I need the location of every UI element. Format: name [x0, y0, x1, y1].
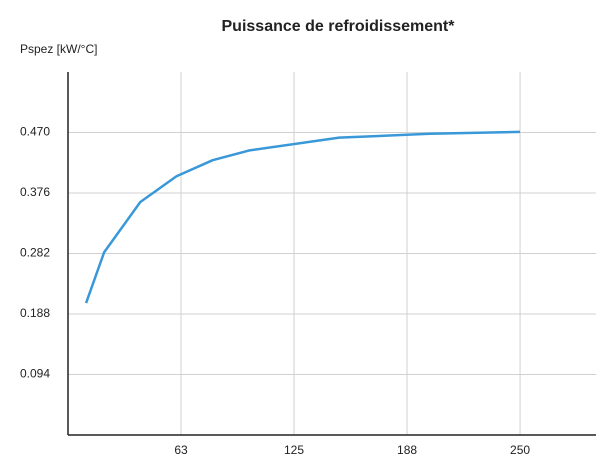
y-tick-label: 0.188	[20, 306, 50, 320]
x-tick-label: 188	[397, 443, 417, 457]
x-tick-label: 63	[174, 443, 188, 457]
data-line	[84, 130, 521, 304]
y-tick-label: 0.282	[20, 246, 50, 260]
chart-title: Puissance de refroidissement*	[222, 18, 456, 35]
y-axis-label: Pspez [kW/°C]	[20, 42, 97, 56]
y-tick-label: 0.470	[20, 125, 50, 139]
y-tick-label: 0.094	[20, 367, 50, 381]
y-tick-label: 0.376	[20, 185, 50, 199]
x-tick-label: 250	[510, 443, 530, 457]
x-tick-label: 125	[284, 443, 304, 457]
